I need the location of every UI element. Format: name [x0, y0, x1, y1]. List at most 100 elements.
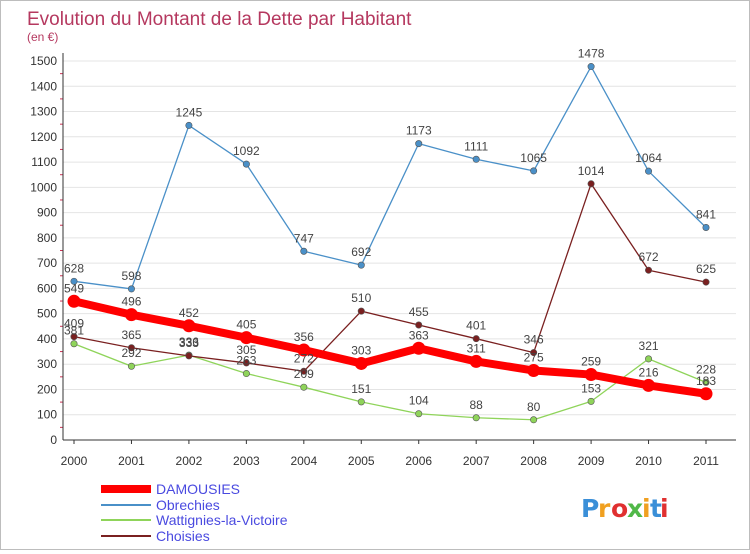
logo-letter: i	[660, 494, 669, 523]
point-choisies-2005	[357, 307, 365, 315]
data-label-obrechies-2002: 1245	[176, 105, 203, 119]
data-label-choisies-2011: 625	[696, 262, 716, 276]
y-tick-label-1000: 1000	[30, 180, 57, 194]
y-tick-label-200: 200	[37, 382, 57, 396]
point-damousies-2006	[412, 341, 426, 355]
point-obrechies-2002	[185, 121, 193, 129]
point-obrechies-2008	[530, 167, 538, 175]
point-obrechies-2011	[702, 224, 710, 232]
data-label-obrechies-2006: 1173	[406, 124, 432, 138]
point-obrechies-2010	[645, 167, 653, 175]
point-damousies-2005	[354, 356, 368, 370]
data-label-damousies-2002: 452	[179, 306, 199, 320]
series-line-damousies	[70, 297, 710, 398]
point-obrechies-2006	[415, 140, 423, 148]
x-tick-label-2000: 2000	[61, 454, 88, 468]
y-tick-label-900: 900	[37, 206, 57, 220]
point-choisies-2002	[185, 352, 193, 360]
data-label-damousies-2001: 496	[121, 295, 141, 309]
data-label-damousies-2003: 405	[236, 318, 256, 332]
point-wattignies-la-victoire-2000	[70, 340, 78, 348]
data-label-obrechies-2007: 1111	[464, 139, 488, 153]
data-label-choisies-2001: 365	[121, 328, 141, 342]
point-damousies-2001	[124, 308, 138, 322]
data-label-obrechies-2000: 628	[64, 261, 84, 275]
point-choisies-2009	[587, 180, 595, 188]
logo-letter: o	[611, 494, 628, 523]
data-label-damousies-2009: 259	[581, 355, 601, 369]
data-label-wattignies-la-victoire-2010: 321	[639, 339, 659, 353]
x-tick-label-2006: 2006	[405, 454, 432, 468]
data-label-choisies-2002: 333	[179, 336, 199, 350]
data-label-damousies-2007: 311	[467, 341, 486, 355]
data-label-choisies-2007: 401	[466, 319, 486, 333]
legend-label-wattignies-la-victoire: Wattignies-la-Victoire	[156, 512, 288, 528]
data-labels: 628 598 1245 1092 747 692 1173 1111 1065 1478 1064…	[64, 47, 716, 414]
point-damousies-2004	[297, 343, 311, 357]
point-choisies-2003	[242, 359, 250, 367]
point-choisies-2007	[472, 335, 480, 343]
data-label-choisies-2005: 510	[351, 291, 371, 305]
y-tick-label-800: 800	[37, 231, 57, 245]
x-tick-label-2002: 2002	[176, 454, 203, 468]
point-obrechies-2003	[242, 160, 250, 168]
data-label-choisies-2010: 672	[639, 250, 659, 264]
logo-letter: P	[581, 494, 599, 523]
data-label-obrechies-2011: 841	[696, 208, 716, 222]
data-label-wattignies-la-victoire-2003: 263	[236, 354, 256, 368]
y-tick-label-0: 0	[50, 433, 57, 447]
point-choisies-2006	[415, 321, 423, 329]
point-wattignies-la-victoire-2004	[300, 383, 308, 391]
chart-title: Evolution du Montant de la Dette par Hab…	[27, 9, 412, 30]
legend-label-damousies: DAMOUSIES	[156, 481, 240, 497]
data-label-wattignies-la-victoire-2009: 153	[581, 381, 601, 395]
point-obrechies-2001	[127, 285, 135, 293]
point-choisies-2000	[70, 333, 78, 341]
y-tick-label-500: 500	[37, 307, 57, 321]
data-label-obrechies-2010: 1064	[635, 151, 662, 165]
series-line-obrechies	[73, 65, 707, 290]
legend: DAMOUSIESObrechiesWattignies-la-Victoire…	[101, 481, 288, 544]
data-label-obrechies-2005: 692	[351, 245, 371, 259]
data-label-wattignies-la-victoire-2004: 209	[294, 367, 314, 381]
data-label-choisies-2009: 1014	[578, 164, 605, 178]
data-label-damousies-2000: 549	[64, 281, 84, 295]
point-choisies-2008	[530, 349, 538, 357]
point-wattignies-la-victoire-2007	[472, 414, 480, 422]
point-obrechies-2007	[472, 155, 480, 163]
point-wattignies-la-victoire-2006	[415, 410, 423, 418]
data-label-damousies-2008: 275	[524, 351, 544, 365]
logo-letter: i	[642, 494, 651, 523]
point-obrechies-2005	[357, 261, 365, 269]
data-label-choisies-2006: 455	[409, 305, 429, 319]
data-label-damousies-2005: 303	[351, 343, 371, 357]
logo-letter: r	[598, 494, 611, 523]
data-label-wattignies-la-victoire-2000: 381	[64, 324, 84, 338]
point-wattignies-la-victoire-2005	[357, 398, 365, 406]
legend-label-obrechies: Obrechies	[156, 497, 220, 513]
logo-letter: x	[627, 494, 643, 523]
data-label-obrechies-2009: 1478	[578, 47, 605, 61]
x-tick-label-2001: 2001	[118, 454, 145, 468]
y-tick-label-300: 300	[37, 357, 57, 371]
x-tick-label-2005: 2005	[348, 454, 375, 468]
data-label-damousies-2010: 216	[639, 365, 659, 379]
data-label-choisies-2000: 409	[64, 317, 84, 331]
data-label-choisies-2004: 272	[294, 351, 314, 365]
point-choisies-2001	[127, 344, 135, 352]
y-tick-label-400: 400	[37, 332, 57, 346]
data-label-wattignies-la-victoire-2005: 151	[351, 382, 371, 396]
x-tick-label-2003: 2003	[233, 454, 260, 468]
data-label-obrechies-2004: 747	[294, 231, 314, 245]
point-damousies-2007	[469, 354, 483, 368]
x-tick-label-2011: 2011	[693, 454, 719, 468]
x-tick-label-2009: 2009	[578, 454, 605, 468]
point-obrechies-2000	[70, 277, 78, 285]
point-obrechies-2004	[300, 247, 308, 255]
data-label-wattignies-la-victoire-2011: 228	[696, 362, 716, 376]
proxiti-logo: Pr oxi ti	[581, 494, 669, 523]
x-tick-label-2007: 2007	[463, 454, 490, 468]
y-tick-label-1500: 1500	[30, 54, 57, 68]
point-choisies-2004	[300, 367, 308, 375]
